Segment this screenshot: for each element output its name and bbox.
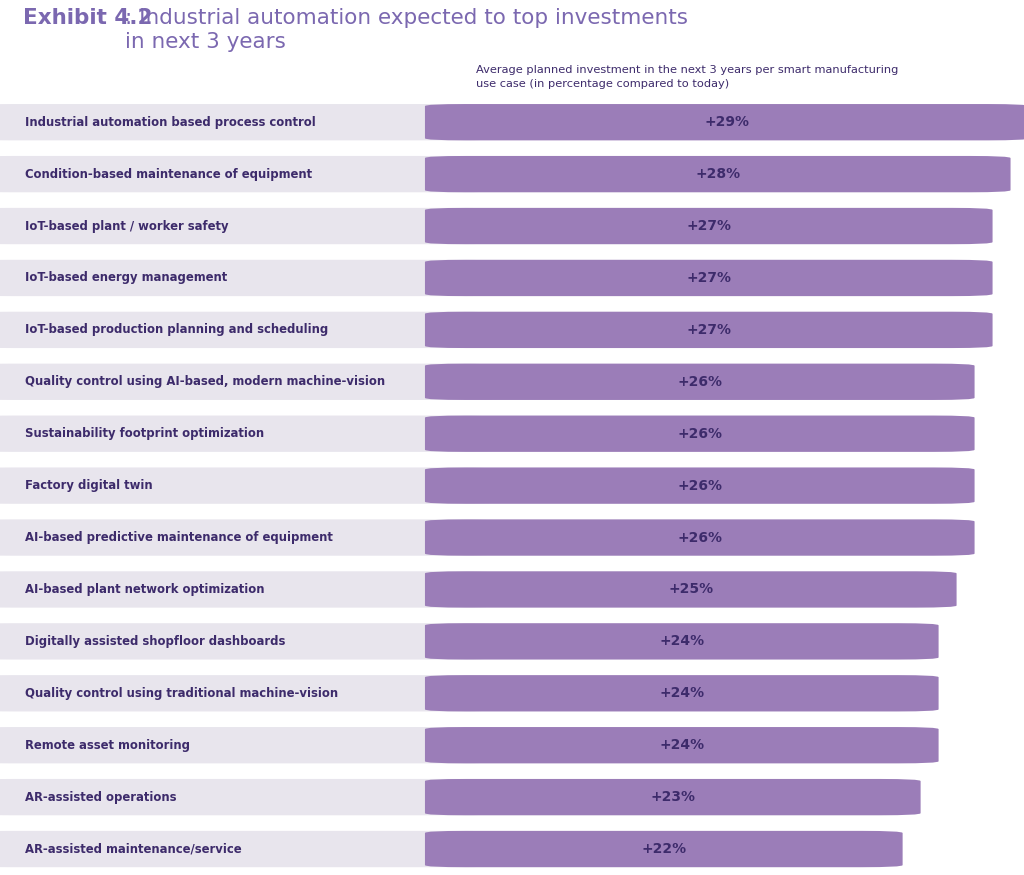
Text: +27%: +27% bbox=[686, 323, 731, 337]
Text: IoT-based energy management: IoT-based energy management bbox=[25, 271, 227, 284]
FancyBboxPatch shape bbox=[425, 260, 992, 296]
FancyBboxPatch shape bbox=[0, 779, 497, 816]
Text: +24%: +24% bbox=[659, 634, 705, 648]
Text: Average planned investment in the next 3 years per smart manufacturing
use case : Average planned investment in the next 3… bbox=[476, 65, 898, 89]
FancyBboxPatch shape bbox=[0, 260, 497, 296]
Text: +23%: +23% bbox=[650, 790, 695, 804]
FancyBboxPatch shape bbox=[425, 364, 975, 400]
Text: AR-assisted maintenance/service: AR-assisted maintenance/service bbox=[25, 843, 242, 856]
FancyBboxPatch shape bbox=[0, 571, 497, 607]
Text: +26%: +26% bbox=[677, 374, 722, 388]
FancyBboxPatch shape bbox=[0, 727, 497, 763]
FancyBboxPatch shape bbox=[0, 676, 497, 711]
Text: AI-based plant network optimization: AI-based plant network optimization bbox=[25, 583, 264, 596]
FancyBboxPatch shape bbox=[0, 467, 497, 504]
FancyBboxPatch shape bbox=[0, 623, 497, 660]
Text: Industrial automation based process control: Industrial automation based process cont… bbox=[25, 116, 315, 129]
Text: Factory digital twin: Factory digital twin bbox=[25, 480, 153, 492]
FancyBboxPatch shape bbox=[425, 104, 1024, 140]
Text: +26%: +26% bbox=[677, 530, 722, 544]
Text: +26%: +26% bbox=[677, 479, 722, 493]
Text: Quality control using AI-based, modern machine-vision: Quality control using AI-based, modern m… bbox=[25, 375, 385, 388]
FancyBboxPatch shape bbox=[425, 779, 921, 816]
Text: +29%: +29% bbox=[705, 116, 750, 130]
FancyBboxPatch shape bbox=[0, 208, 497, 244]
Text: AI-based predictive maintenance of equipment: AI-based predictive maintenance of equip… bbox=[25, 531, 333, 544]
Text: AR-assisted operations: AR-assisted operations bbox=[25, 791, 176, 803]
FancyBboxPatch shape bbox=[425, 156, 1011, 192]
FancyBboxPatch shape bbox=[425, 208, 992, 244]
FancyBboxPatch shape bbox=[0, 104, 497, 140]
FancyBboxPatch shape bbox=[425, 571, 956, 607]
FancyBboxPatch shape bbox=[425, 416, 975, 452]
Text: Quality control using traditional machine-vision: Quality control using traditional machin… bbox=[25, 687, 338, 700]
Text: +28%: +28% bbox=[695, 167, 740, 181]
FancyBboxPatch shape bbox=[425, 467, 975, 504]
Text: +22%: +22% bbox=[641, 842, 686, 856]
Text: +27%: +27% bbox=[686, 219, 731, 233]
Text: IoT-based plant / worker safety: IoT-based plant / worker safety bbox=[25, 220, 228, 233]
Text: +27%: +27% bbox=[686, 271, 731, 285]
Text: Remote asset monitoring: Remote asset monitoring bbox=[25, 738, 189, 752]
FancyBboxPatch shape bbox=[425, 727, 939, 763]
FancyBboxPatch shape bbox=[0, 520, 497, 556]
FancyBboxPatch shape bbox=[0, 831, 497, 867]
Text: IoT-based production planning and scheduling: IoT-based production planning and schedu… bbox=[25, 324, 328, 336]
Text: Exhibit 4.2: Exhibit 4.2 bbox=[23, 9, 152, 28]
Text: : Industrial automation expected to top investments
in next 3 years: : Industrial automation expected to top … bbox=[125, 9, 688, 52]
FancyBboxPatch shape bbox=[0, 156, 497, 192]
Text: +24%: +24% bbox=[659, 738, 705, 752]
FancyBboxPatch shape bbox=[425, 520, 975, 556]
FancyBboxPatch shape bbox=[0, 416, 497, 452]
FancyBboxPatch shape bbox=[425, 312, 992, 348]
FancyBboxPatch shape bbox=[425, 623, 939, 660]
Text: +25%: +25% bbox=[669, 583, 714, 597]
Text: +24%: +24% bbox=[659, 686, 705, 700]
Text: Condition-based maintenance of equipment: Condition-based maintenance of equipment bbox=[25, 168, 311, 180]
Text: Digitally assisted shopfloor dashboards: Digitally assisted shopfloor dashboards bbox=[25, 635, 285, 648]
Text: +26%: +26% bbox=[677, 427, 722, 441]
Text: Sustainability footprint optimization: Sustainability footprint optimization bbox=[25, 427, 264, 440]
FancyBboxPatch shape bbox=[425, 676, 939, 711]
FancyBboxPatch shape bbox=[0, 364, 497, 400]
FancyBboxPatch shape bbox=[0, 312, 497, 348]
FancyBboxPatch shape bbox=[425, 831, 902, 867]
